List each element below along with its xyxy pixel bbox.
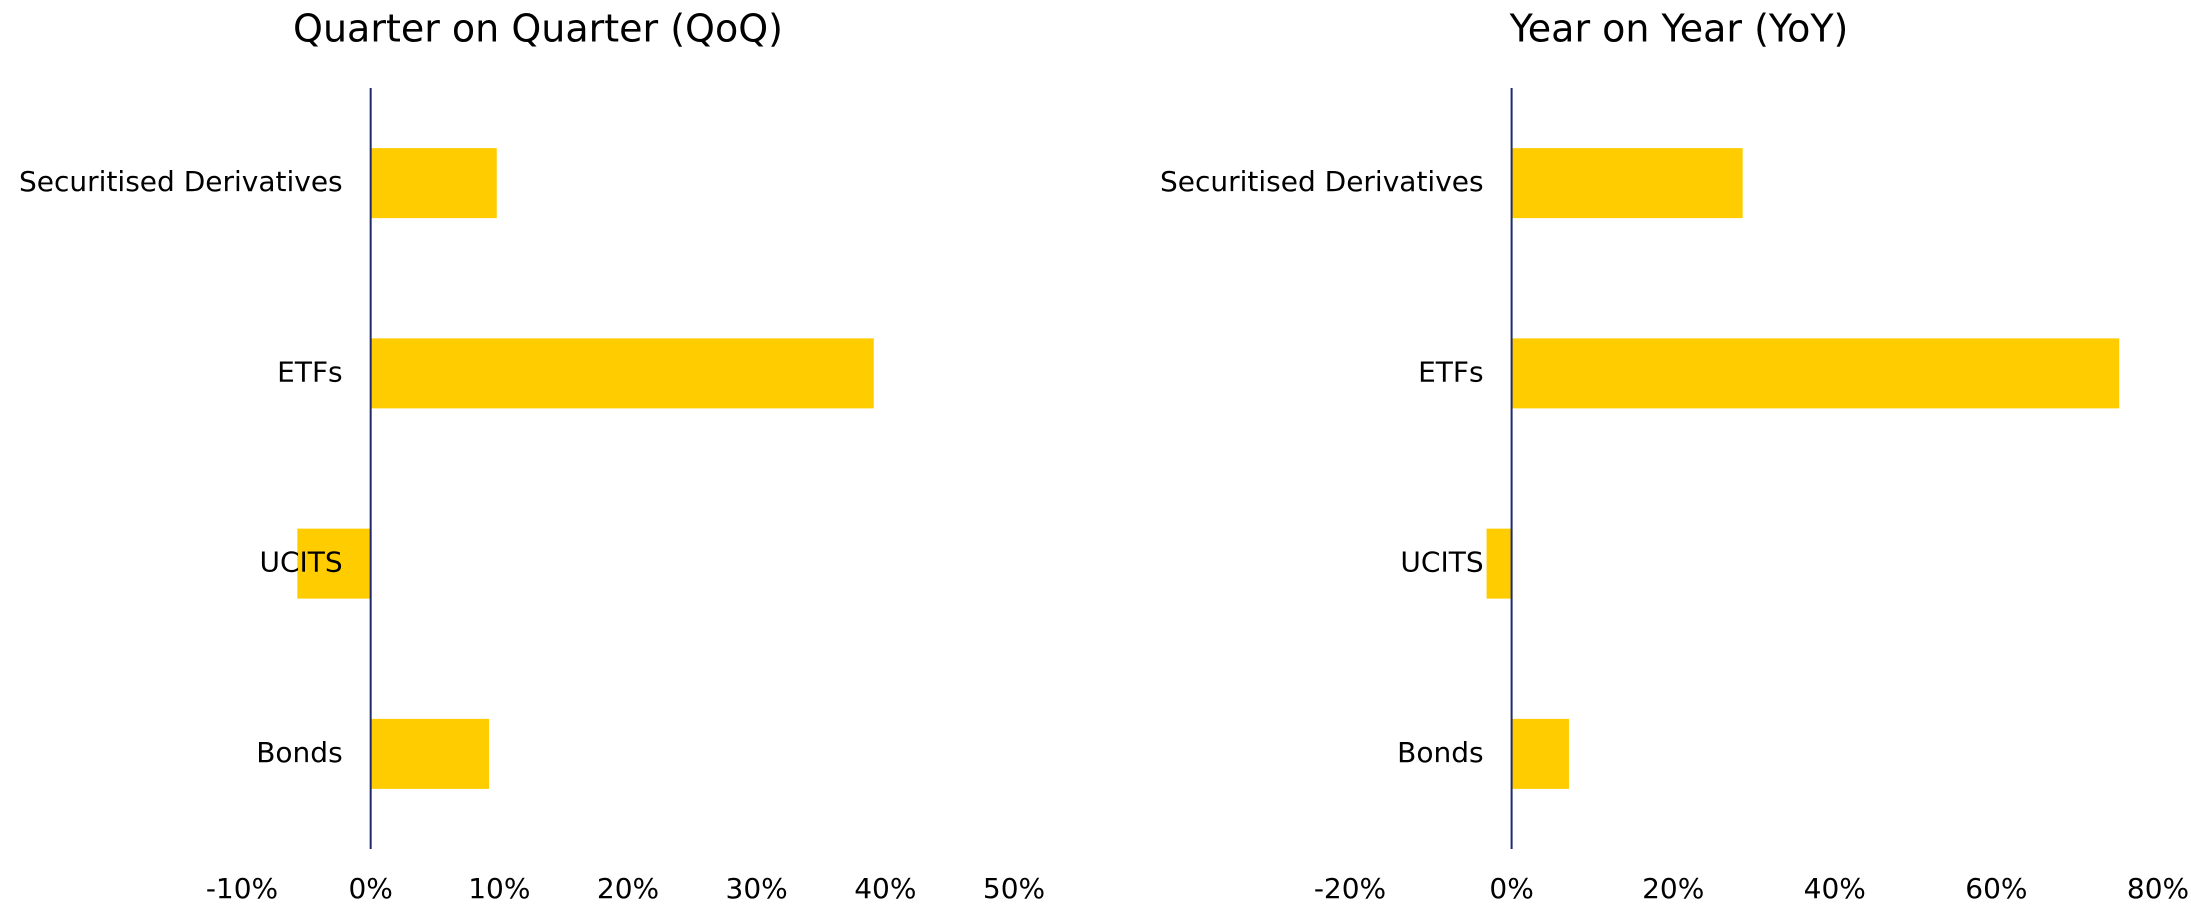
bar [297, 528, 371, 599]
x-tick-label: 20% [597, 872, 659, 905]
bar [370, 718, 490, 789]
y-tick-label: Securitised Derivatives [19, 165, 343, 198]
y-tick-label: Securitised Derivatives [1160, 165, 1484, 198]
y-tick-label: UCITS [259, 546, 342, 579]
x-tick-label: 40% [854, 872, 916, 905]
y-tick-label: ETFs [277, 355, 343, 388]
bar [370, 338, 874, 409]
y-tick-label: UCITS [1400, 546, 1483, 579]
x-tick-label: -20% [1314, 872, 1386, 905]
x-tick-label: 0% [1489, 872, 1533, 905]
x-tick-label: 80% [2127, 872, 2189, 905]
bar [1511, 718, 1569, 789]
bar [370, 148, 497, 219]
chart-title: Year on Year (YoY) [1509, 7, 1849, 51]
bar [1511, 148, 1743, 219]
x-tick-label: 60% [1965, 872, 2027, 905]
x-tick-label: -10% [206, 872, 278, 905]
y-tick-label: Bonds [1397, 736, 1483, 769]
x-tick-label: 10% [468, 872, 530, 905]
x-tick-label: 50% [983, 872, 1045, 905]
x-tick-label: 40% [1804, 872, 1866, 905]
y-tick-label: Bonds [256, 736, 342, 769]
bar [1486, 528, 1512, 599]
x-tick-label: 20% [1642, 872, 1704, 905]
x-tick-label: 0% [348, 872, 392, 905]
bar [1511, 338, 2120, 409]
chart-title: Quarter on Quarter (QoQ) [293, 7, 783, 51]
x-tick-label: 30% [726, 872, 788, 905]
y-tick-label: ETFs [1418, 355, 1484, 388]
